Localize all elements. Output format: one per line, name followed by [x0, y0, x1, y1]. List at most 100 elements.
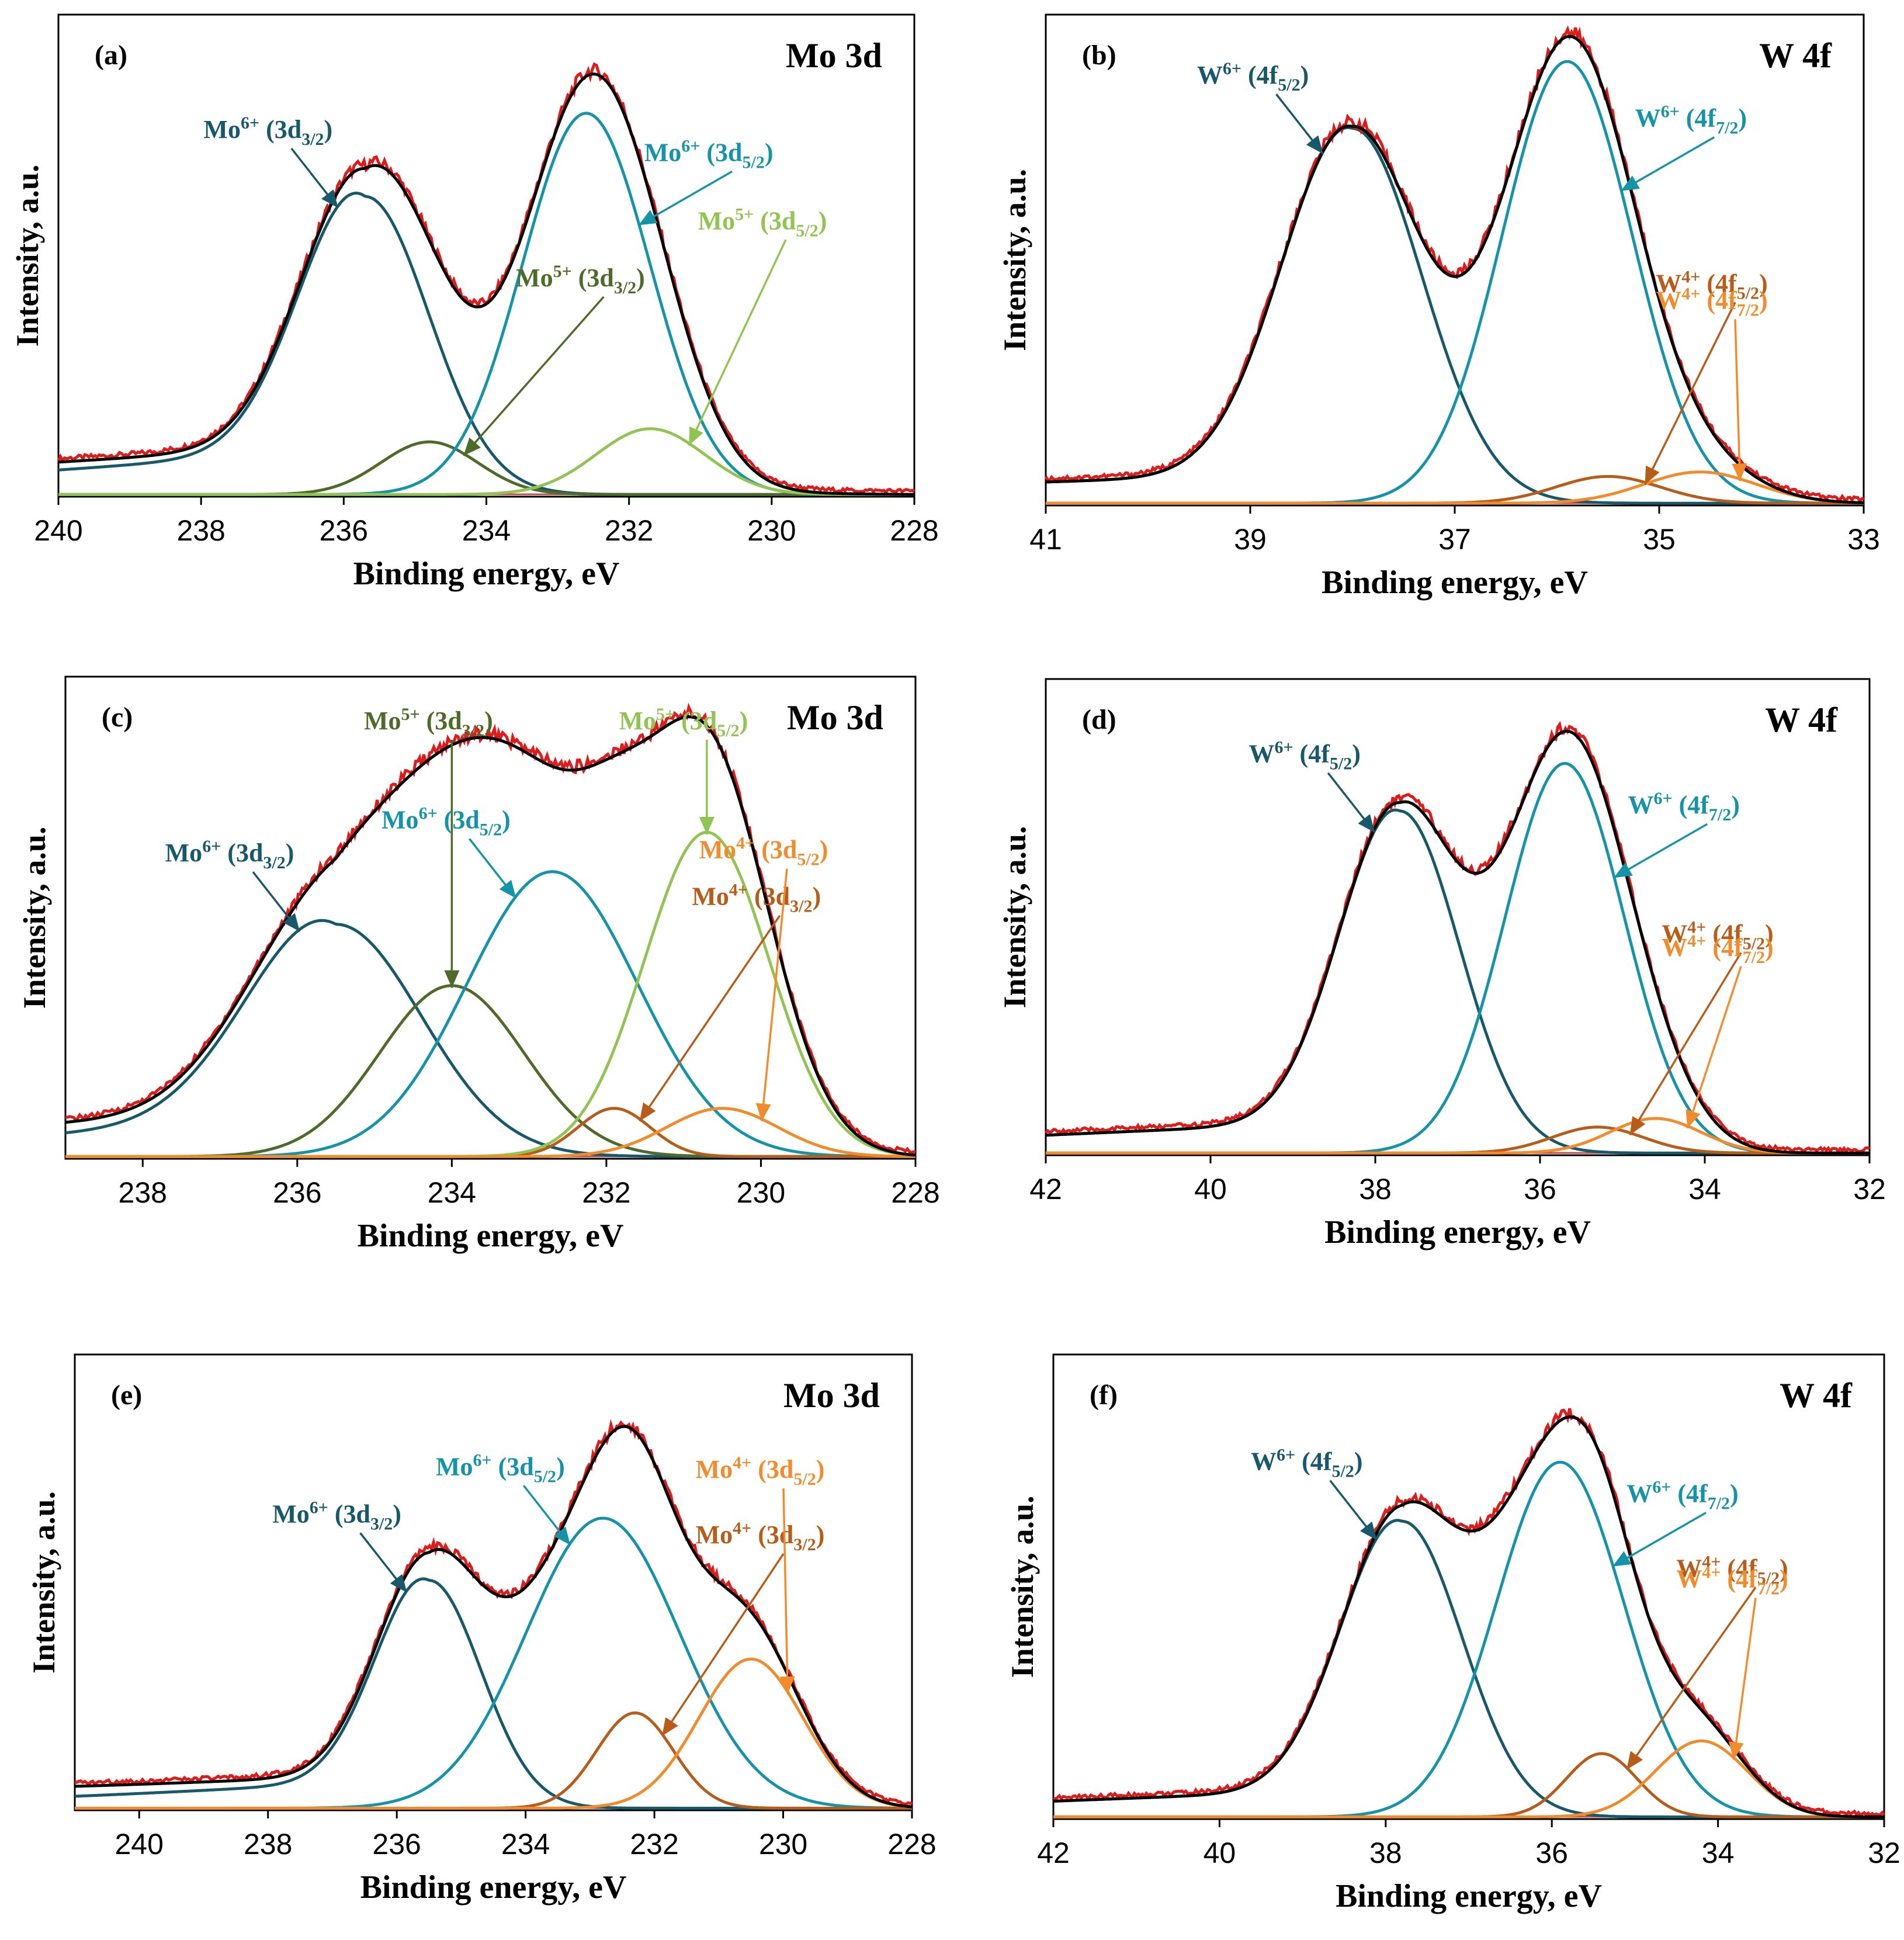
panel-label: (c)	[102, 702, 133, 733]
x-tick-label: 234	[501, 1828, 550, 1861]
x-tick-label: 236	[320, 514, 368, 547]
x-tick-label: 36	[1535, 1837, 1568, 1869]
annotation-arrow-line	[661, 1553, 785, 1737]
annotation-arrow-head	[1614, 862, 1633, 878]
annotation-arrow-line	[1625, 1586, 1757, 1771]
panel-e: 240 238 236 234 232 230 228 Binding energy, eV I…	[26, 1353, 937, 1906]
panel-d: 42 40 38 36 34 32 Binding energy, eV Intensity,…	[997, 678, 1886, 1250]
peak-label: W4+ (4f5/2)	[1656, 267, 1767, 303]
x-tick-label: 230	[747, 514, 796, 547]
x-tick-label: 236	[372, 1828, 421, 1861]
x-tick-label: 32	[1853, 1173, 1886, 1205]
peak-label: Mo4+ (3d5/2)	[699, 834, 828, 869]
x-tick-label: 33	[1847, 523, 1880, 556]
peak-label: Mo6+ (3d5/2)	[644, 136, 774, 172]
panel-title: Mo 3d	[786, 36, 882, 75]
panel-label: (d)	[1082, 704, 1116, 735]
x-tick-label: 234	[428, 1176, 476, 1209]
x-tick-label: 42	[1037, 1837, 1070, 1869]
x-tick-label: 38	[1369, 1837, 1402, 1869]
annotation-arrow-line	[1613, 823, 1708, 879]
x-axis-label: Binding energy, eV	[1322, 564, 1588, 601]
x-axis-label: Binding energy, eV	[1336, 1878, 1602, 1914]
annotation-arrow-line	[1643, 302, 1736, 486]
x-tick-label: 232	[630, 1828, 678, 1861]
annotation-arrow-head	[553, 1526, 571, 1546]
panel-f: 42 40 38 36 34 32 Binding energy, eV Intensity,…	[1005, 1353, 1900, 1914]
x-tick-label: 37	[1438, 523, 1471, 556]
annotation-arrow-head	[699, 817, 715, 834]
annotation-arrow-head	[499, 879, 516, 899]
x-tick-label: 34	[1702, 1837, 1735, 1869]
component-curve	[1046, 470, 1864, 505]
x-tick-label: 228	[891, 1176, 939, 1209]
x-tick-label: 34	[1688, 1173, 1721, 1205]
annotation-arrow-head	[321, 189, 338, 208]
annotation-arrow-line	[1734, 319, 1741, 481]
x-tick-label: 238	[244, 1828, 292, 1861]
x-tick-label: 232	[582, 1176, 630, 1209]
x-axis-label: Binding energy, eV	[353, 556, 620, 592]
plot-frame	[1045, 13, 1865, 507]
peak-label: W6+ (4f7/2)	[1626, 1478, 1738, 1513]
y-axis-label: Intensity, a.u.	[17, 826, 52, 1009]
annotation-arrow-head	[639, 210, 658, 226]
annotation-arrow-head	[1626, 1751, 1643, 1770]
x-tick-label: 41	[1029, 523, 1062, 556]
x-tick-label: 232	[605, 514, 653, 547]
x-tick-label: 35	[1643, 523, 1676, 556]
panel-label: (b)	[1082, 40, 1116, 71]
annotation-arrow-head	[1612, 1551, 1632, 1567]
fit-envelope-curve	[1045, 729, 1870, 1155]
annotation-arrow-head	[779, 1676, 795, 1695]
annotation-arrow-head	[1306, 135, 1323, 154]
annotation-arrow-head	[639, 1102, 656, 1121]
fit-envelope-curve	[1045, 34, 1864, 504]
x-tick-label: 238	[176, 514, 225, 547]
panel-title: W 4f	[1759, 36, 1832, 75]
y-axis-label: Intensity, a.u.	[26, 1491, 61, 1674]
annotation-arrow-head	[463, 437, 481, 456]
component-curve	[75, 1657, 913, 1810]
peak-label: Mo5+ (3d3/2)	[516, 262, 645, 297]
peak-label: W4+ (4f5/2)	[1676, 1553, 1788, 1588]
annotation-arrow-line	[639, 914, 781, 1122]
y-axis-label: Intensity, a.u.	[997, 169, 1032, 351]
panel-title: Mo 3d	[787, 698, 883, 737]
annotation-arrow-head	[1358, 814, 1375, 833]
x-tick-label: 39	[1234, 523, 1267, 556]
fit-envelope-curve	[58, 72, 914, 496]
plot-frame	[57, 13, 915, 498]
x-tick-label: 240	[34, 514, 82, 547]
y-axis-label: Intensity, a.u.	[997, 826, 1032, 1008]
panel-title: Mo 3d	[783, 1376, 880, 1415]
annotation-arrow-line	[1629, 952, 1742, 1136]
peak-label: W6+ (4f7/2)	[1628, 789, 1739, 825]
peak-label: Mo4+ (3d3/2)	[692, 881, 821, 916]
peak-label: W6+ (4f5/2)	[1251, 1446, 1362, 1481]
annotation-arrow-line	[463, 296, 605, 457]
annotation-arrow-head	[1621, 175, 1640, 191]
annotation-arrow-head	[390, 1574, 407, 1593]
annotation-arrow-line	[1620, 136, 1715, 192]
peak-label: W4+ (4f7/2)	[1656, 284, 1767, 320]
annotation-arrow-line	[1732, 1598, 1757, 1760]
peak-label: W4+ (4f5/2)	[1662, 917, 1773, 953]
x-tick-label: 228	[890, 514, 938, 547]
peak-label: Mo6+ (3d3/2)	[272, 1498, 401, 1533]
peak-label: Mo5+ (3d5/2)	[619, 705, 748, 740]
peak-label: W4+ (4f7/2)	[1676, 1563, 1788, 1599]
annotation-arrow-head	[1360, 1522, 1377, 1540]
plot-frame	[1052, 1353, 1885, 1820]
x-axis-label: Binding energy, eV	[360, 1869, 627, 1906]
y-axis-label: Intensity, a.u.	[1005, 1495, 1040, 1678]
component-curve	[1046, 1117, 1870, 1155]
panel-title: W 4f	[1765, 701, 1838, 739]
peak-label: Mo6+ (3d3/2)	[165, 837, 294, 872]
annotation-arrow-line	[1612, 1512, 1707, 1568]
peak-label: Mo5+ (3d5/2)	[698, 205, 827, 240]
annotation-arrow-line	[1686, 966, 1742, 1129]
x-tick-label: 40	[1204, 1837, 1236, 1869]
panel-title: W 4f	[1780, 1376, 1853, 1415]
